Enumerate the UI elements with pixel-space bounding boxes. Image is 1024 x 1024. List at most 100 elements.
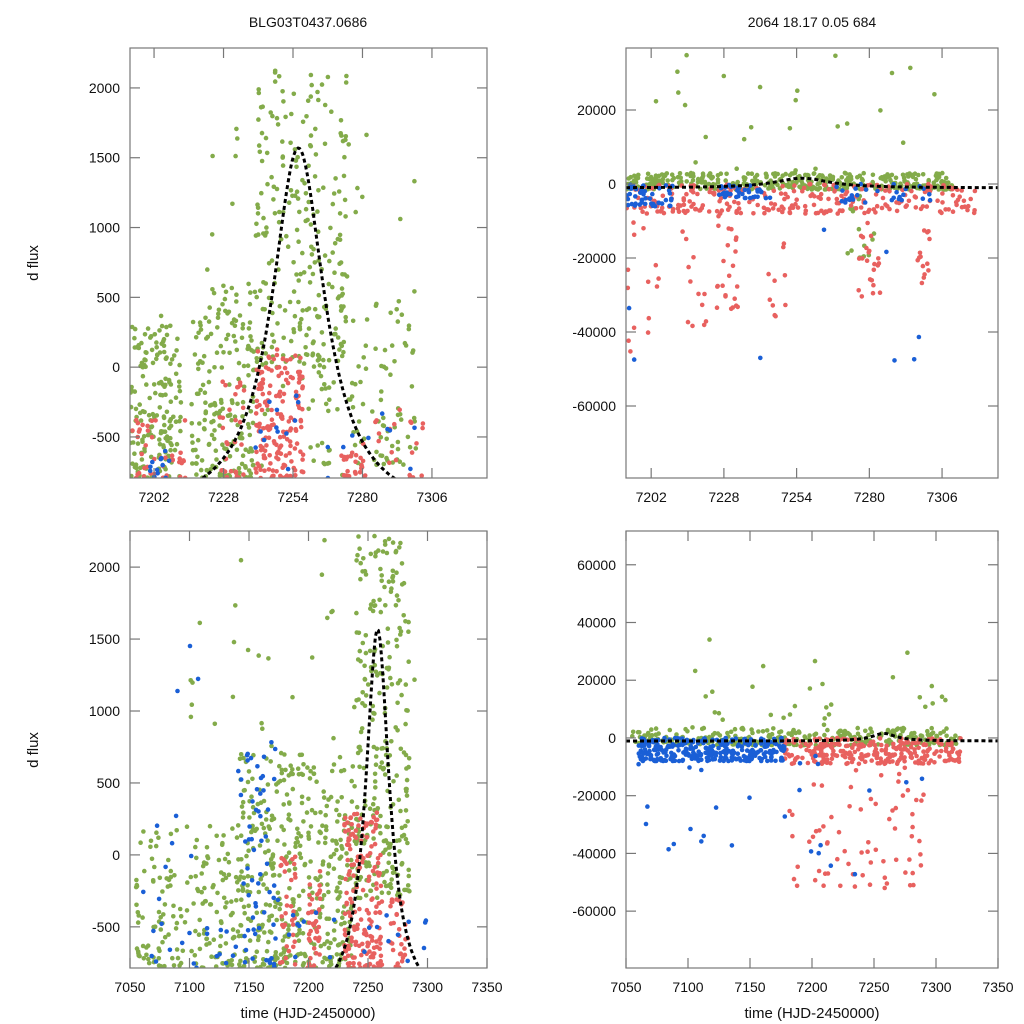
data-point-green xyxy=(288,188,294,193)
data-point-green xyxy=(189,433,195,439)
data-point-blue xyxy=(255,764,260,769)
data-point-red xyxy=(286,948,292,954)
data-point-red xyxy=(913,205,919,210)
data-point-green xyxy=(257,288,263,294)
data-point-red xyxy=(355,922,361,928)
data-point-red xyxy=(850,745,855,750)
y-tick-label: -20000 xyxy=(572,250,616,266)
data-point-green xyxy=(336,189,342,194)
data-point-red xyxy=(407,472,413,478)
data-point-green xyxy=(383,847,388,853)
data-point-red xyxy=(626,338,631,344)
data-point-blue xyxy=(853,186,858,191)
data-point-green xyxy=(938,731,943,736)
data-point-green xyxy=(254,294,259,300)
data-point-blue xyxy=(710,757,716,762)
data-point-green xyxy=(812,732,817,738)
data-point-blue xyxy=(242,959,248,965)
data-point-green xyxy=(237,756,243,762)
data-point-red xyxy=(856,742,861,748)
data-point-red xyxy=(869,758,874,763)
x-tick-label: 7150 xyxy=(734,979,765,995)
data-point-green xyxy=(398,540,403,546)
data-point-green xyxy=(267,914,272,920)
data-point-red xyxy=(267,453,273,458)
data-point-green xyxy=(256,653,262,658)
data-point-green xyxy=(248,471,254,476)
y-tick-label: 20000 xyxy=(577,102,616,118)
data-point-green xyxy=(396,797,402,803)
data-point-green xyxy=(925,728,930,734)
data-point-green xyxy=(288,338,294,344)
y-tick-label: -500 xyxy=(92,919,120,935)
data-point-red xyxy=(291,944,296,950)
data-point-red xyxy=(818,191,824,197)
data-point-red xyxy=(290,932,296,938)
data-point-blue xyxy=(265,807,271,812)
data-point-red xyxy=(877,290,883,296)
x-tick-label: 7250 xyxy=(352,979,383,995)
data-point-blue xyxy=(386,938,391,944)
data-point-green xyxy=(167,425,172,431)
data-point-blue xyxy=(642,201,648,207)
data-point-red xyxy=(776,207,781,213)
data-point-green xyxy=(174,947,180,952)
data-point-green xyxy=(233,874,239,880)
data-point-blue xyxy=(248,755,254,761)
data-point-red xyxy=(868,740,873,745)
data-point-red xyxy=(282,365,288,371)
data-point-green xyxy=(231,333,237,339)
data-point-green xyxy=(743,175,748,181)
data-point-green xyxy=(319,572,325,577)
data-point-green xyxy=(198,323,203,328)
data-point-blue xyxy=(755,194,760,200)
data-point-red xyxy=(728,306,734,312)
data-point-green xyxy=(322,941,327,947)
data-point-green xyxy=(325,74,331,80)
data-point-green xyxy=(230,201,235,207)
data-point-red xyxy=(177,456,182,461)
data-point-red xyxy=(733,303,739,309)
data-point-red xyxy=(916,745,921,751)
data-point-green xyxy=(315,89,320,95)
data-point-red xyxy=(656,276,661,281)
data-point-blue xyxy=(385,426,390,432)
data-point-green xyxy=(327,258,332,264)
data-point-green xyxy=(337,232,343,238)
data-point-green xyxy=(177,906,183,912)
data-point-red xyxy=(695,191,700,197)
data-point-green xyxy=(175,336,180,342)
data-point-green xyxy=(277,873,282,878)
data-point-red xyxy=(810,834,816,840)
data-point-green xyxy=(360,194,365,200)
data-point-green xyxy=(214,909,220,915)
data-point-green xyxy=(269,258,275,263)
data-point-red xyxy=(312,920,318,926)
data-point-red xyxy=(223,382,228,388)
data-point-green xyxy=(404,793,410,798)
data-point-green xyxy=(826,712,832,717)
data-point-green xyxy=(295,154,301,160)
data-point-blue xyxy=(815,761,821,767)
data-point-red xyxy=(317,869,323,874)
data-point-green xyxy=(264,150,270,156)
data-point-green xyxy=(304,332,309,338)
points xyxy=(626,52,978,363)
data-point-blue xyxy=(639,744,645,749)
data-point-blue xyxy=(148,464,153,470)
data-point-green xyxy=(365,682,371,687)
data-point-green xyxy=(288,818,293,823)
data-point-green xyxy=(382,347,388,353)
data-point-blue xyxy=(633,194,638,199)
data-point-green xyxy=(144,350,149,356)
xlabel-bottom-right: time (HJD-2450000) xyxy=(744,1005,879,1022)
data-point-green xyxy=(386,890,392,896)
data-point-blue xyxy=(384,913,389,918)
data-point-blue xyxy=(781,744,787,750)
data-point-green xyxy=(318,373,324,379)
data-point-green xyxy=(360,701,365,706)
data-point-blue xyxy=(245,928,251,933)
data-point-green xyxy=(147,395,152,401)
data-point-red xyxy=(136,429,142,434)
data-point-green xyxy=(863,728,868,734)
